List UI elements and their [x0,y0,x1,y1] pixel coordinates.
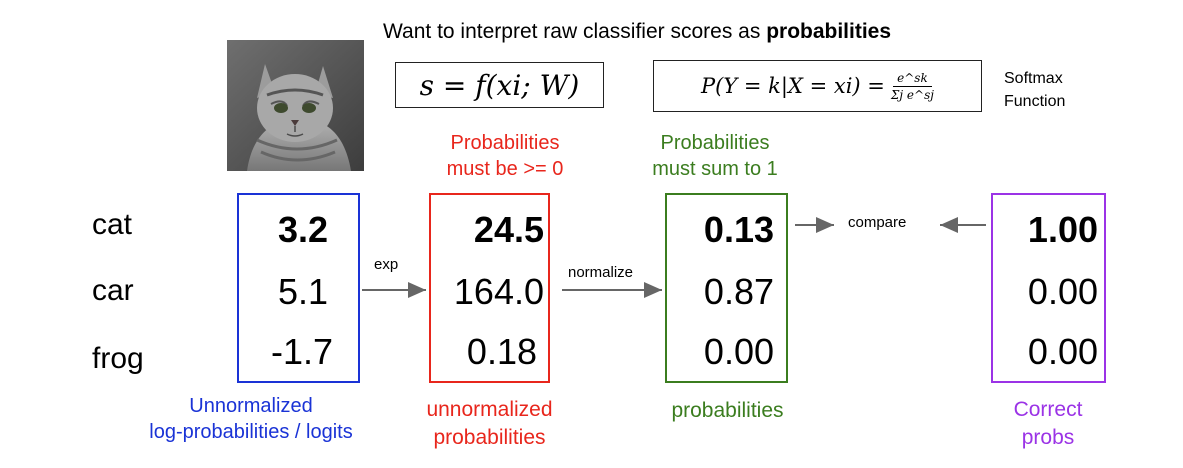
exp-frog: 0.18 [466,331,537,372]
caption-logits-line-2: log-probabilities / logits [149,421,353,443]
logits-box [237,193,360,383]
header-nonnegative-line-2: must be >= 0 [446,158,564,180]
caption-correct-line-1: Correct [1013,398,1083,421]
caption-correct-line-2: probs [1021,426,1075,449]
score-formula-text: s = f(xi; W) [419,68,580,102]
header-nonnegative: Probabilities must be >= 0 [405,130,605,182]
caption-unnormalized-line-1: unnormalized [426,398,553,421]
logit-cat: 3.2 [277,209,328,250]
softmax-label-line-1: Softmax [1004,70,1063,87]
cat-photo-icon [227,40,364,171]
score-formula: s = f(xi; W) [395,62,604,108]
exp-label: exp [374,256,399,273]
class-label-cat: cat [92,208,133,241]
softmax-lhs: P(Y = k|X = xi) = [701,74,885,98]
normalize-label: normalize [568,264,634,281]
softmax-numerator: e^sk [893,71,932,87]
softmax-label: Softmax Function [1004,67,1065,113]
header-sum-to-one-line-2: must sum to 1 [652,158,778,180]
header-sum-to-one-line-1: Probabilities [660,132,770,154]
caption-unnormalized: unnormalized probabilities [392,396,587,452]
correct-probs-box [991,193,1106,383]
correct-cat: 1.00 [1027,209,1098,250]
softmax-label-line-2: Function [1004,93,1066,110]
caption-logits-line-1: Unnormalized [189,395,313,417]
caption-correct: Correct probs [968,396,1128,452]
title-bold: probabilities [766,20,892,43]
caption-unnormalized-line-2: probabilities [433,426,546,449]
exp-car: 164.0 [453,271,544,312]
prob-frog: 0.00 [703,331,774,372]
caption-logits: Unnormalized log-probabilities / logits [131,393,371,445]
probabilities-box [665,193,788,383]
prob-car: 0.87 [703,271,774,312]
header-nonnegative-line-1: Probabilities [450,132,560,154]
logit-car: 5.1 [277,271,328,312]
class-label-frog: frog [92,342,144,375]
caption-probabilities: probabilities [630,398,825,424]
title-prefix: Want to interpret raw classifier scores … [383,20,767,43]
prob-cat: 0.13 [703,209,774,250]
softmax-denominator: Σj e^sj [890,87,934,102]
header-sum-to-one: Probabilities must sum to 1 [615,130,815,182]
correct-frog: 0.00 [1027,331,1098,372]
compare-label: compare [848,214,907,231]
softmax-fraction: e^sk Σj e^sj [891,71,934,102]
logit-frog: -1.7 [270,331,333,372]
slide-title: Want to interpret raw classifier scores … [383,20,891,44]
softmax-formula: P(Y = k|X = xi) = e^sk Σj e^sj [653,60,982,112]
caption-probabilities-line-1: probabilities [671,399,784,422]
correct-car: 0.00 [1027,271,1098,312]
class-label-car: car [92,274,134,307]
exp-cat: 24.5 [473,209,544,250]
exp-box [429,193,550,383]
